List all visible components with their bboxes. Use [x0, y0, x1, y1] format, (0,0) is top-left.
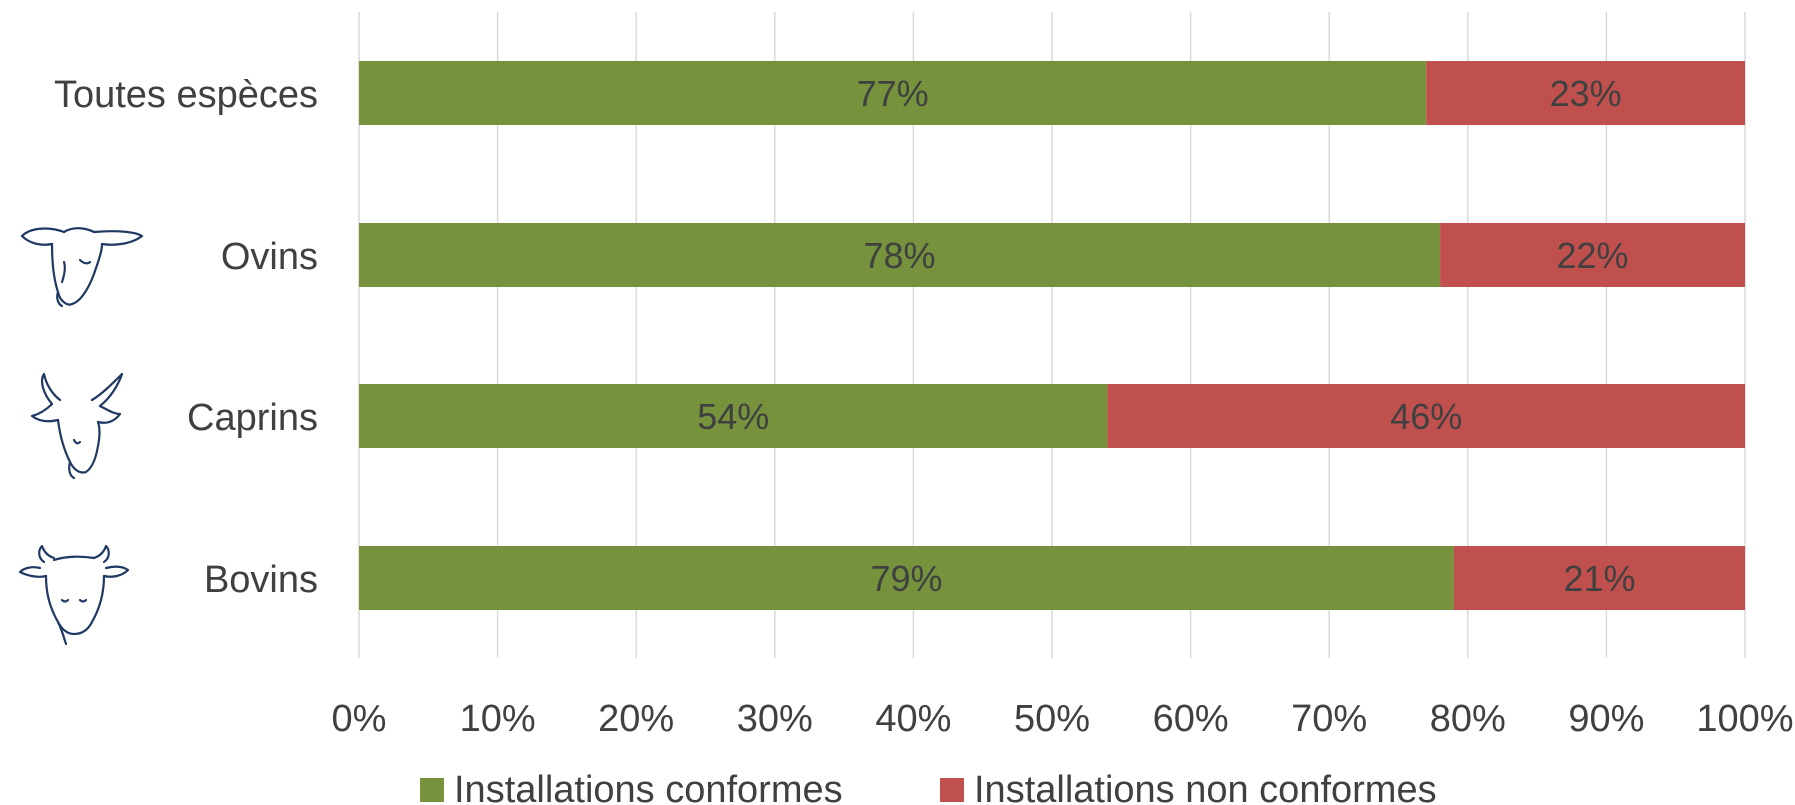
legend-label: Installations non conformes — [974, 769, 1437, 805]
legend: Installations conformes Installations non… — [420, 769, 1437, 805]
data-label: 46% — [1390, 396, 1462, 437]
animal-icons — [18, 227, 144, 646]
bars: 77% 23% 78% 22% 54% 46% 79% 21% — [359, 61, 1745, 610]
legend-label: Installations conformes — [454, 769, 843, 805]
x-tick-label: 50% — [1014, 698, 1090, 740]
category-label: Ovins — [221, 236, 318, 278]
x-axis-ticks: 0% 10% 20% 30% 40% 50% 60% 70% 80% 90% 100% — [332, 698, 1794, 740]
legend-swatch — [420, 778, 444, 802]
x-tick-label: 0% — [332, 698, 387, 740]
data-label: 77% — [857, 73, 929, 114]
x-tick-label: 20% — [598, 698, 674, 740]
sheep-icon — [20, 227, 144, 308]
goat-icon — [30, 372, 124, 480]
cow-icon — [18, 544, 130, 646]
data-label: 23% — [1550, 73, 1622, 114]
data-label: 54% — [697, 396, 769, 437]
data-label: 22% — [1557, 235, 1629, 276]
data-label: 21% — [1563, 558, 1635, 599]
x-tick-label: 40% — [875, 698, 951, 740]
category-label: Toutes espèces — [54, 74, 318, 116]
category-label: Bovins — [204, 559, 318, 601]
category-label: Caprins — [187, 397, 318, 439]
bar-conformes — [359, 223, 1441, 287]
category-labels: Toutes espèces Ovins Caprins Bovins — [54, 74, 318, 601]
bar-non-conformes — [1426, 61, 1745, 125]
x-tick-label: 30% — [737, 698, 813, 740]
x-tick-label: 70% — [1291, 698, 1367, 740]
x-tick-label: 100% — [1696, 698, 1793, 740]
x-tick-label: 10% — [460, 698, 536, 740]
x-tick-label: 80% — [1430, 698, 1506, 740]
bar-conformes — [359, 384, 1108, 448]
legend-swatch — [940, 778, 964, 802]
bar-non-conformes — [1453, 546, 1745, 610]
bar-non-conformes — [1107, 384, 1745, 448]
data-label: 78% — [864, 235, 936, 276]
data-label: 79% — [870, 558, 942, 599]
bar-conformes — [359, 61, 1427, 125]
bar-conformes — [359, 546, 1454, 610]
x-tick-label: 60% — [1153, 698, 1229, 740]
bar-non-conformes — [1440, 223, 1745, 287]
x-tick-label: 90% — [1568, 698, 1644, 740]
